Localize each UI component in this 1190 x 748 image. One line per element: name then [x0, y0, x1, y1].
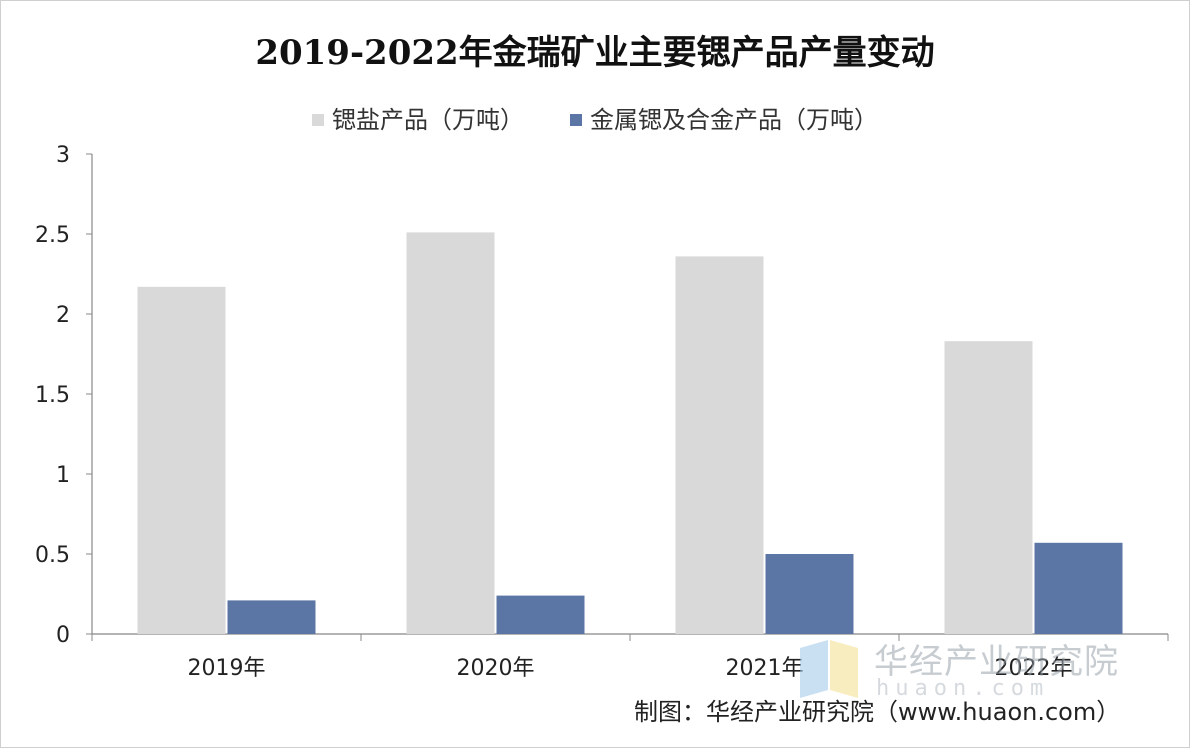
legend-swatch-1: [312, 114, 324, 126]
legend-swatch-2: [570, 114, 582, 126]
bar-metal-strontium-2021年: [765, 554, 854, 634]
y-tick-label: 2.5: [35, 223, 70, 248]
axes: 0 0.5 1 1.5 2 2.5 3 2019年 2020年 2021年 2022年: [35, 143, 1169, 681]
watermark: 华经产业研究院 huaon.com: [800, 632, 1160, 702]
y-tick-label: 3: [56, 143, 70, 168]
bar-strontium-salt-2019年: [137, 286, 226, 634]
bar-strontium-salt-2020年: [406, 232, 495, 634]
huaon-logo-icon: [800, 640, 858, 698]
chart-credit: 制图：华经产业研究院（www.huaon.com）: [634, 698, 1121, 726]
y-tick-label: 1.5: [35, 383, 70, 408]
legend-label-1: 锶盐产品（万吨）: [332, 106, 524, 134]
y-tick-label: 0: [56, 623, 70, 648]
x-tick-label: 2020年: [457, 656, 535, 681]
bars: [137, 232, 1123, 634]
bar-metal-strontium-2020年: [496, 595, 585, 634]
bar-metal-strontium-2022年: [1034, 542, 1123, 634]
y-tick-label: 2: [56, 303, 70, 328]
y-tick-label: 1: [56, 463, 70, 488]
bar-strontium-salt-2021年: [675, 256, 764, 634]
y-tick-label: 0.5: [35, 543, 70, 568]
legend-label-2: 金属锶及合金产品（万吨）: [590, 106, 878, 134]
x-tick-label: 2022年: [995, 656, 1073, 681]
bar-strontium-salt-2022年: [944, 341, 1033, 634]
bar-metal-strontium-2019年: [227, 600, 316, 634]
legend-item-2: 金属锶及合金产品（万吨）: [570, 106, 878, 134]
legend: 锶盐产品（万吨） 金属锶及合金产品（万吨）: [312, 106, 878, 134]
x-tick-label: 2019年: [188, 656, 266, 681]
watermark-url: huaon.com: [876, 676, 1050, 701]
x-tick-label: 2021年: [726, 656, 804, 681]
watermark-name: 华经产业研究院: [874, 642, 1119, 682]
chart-title: 2019-2022年金瑞矿业主要锶产品产量变动: [255, 33, 934, 73]
legend-item-1: 锶盐产品（万吨）: [312, 106, 524, 134]
